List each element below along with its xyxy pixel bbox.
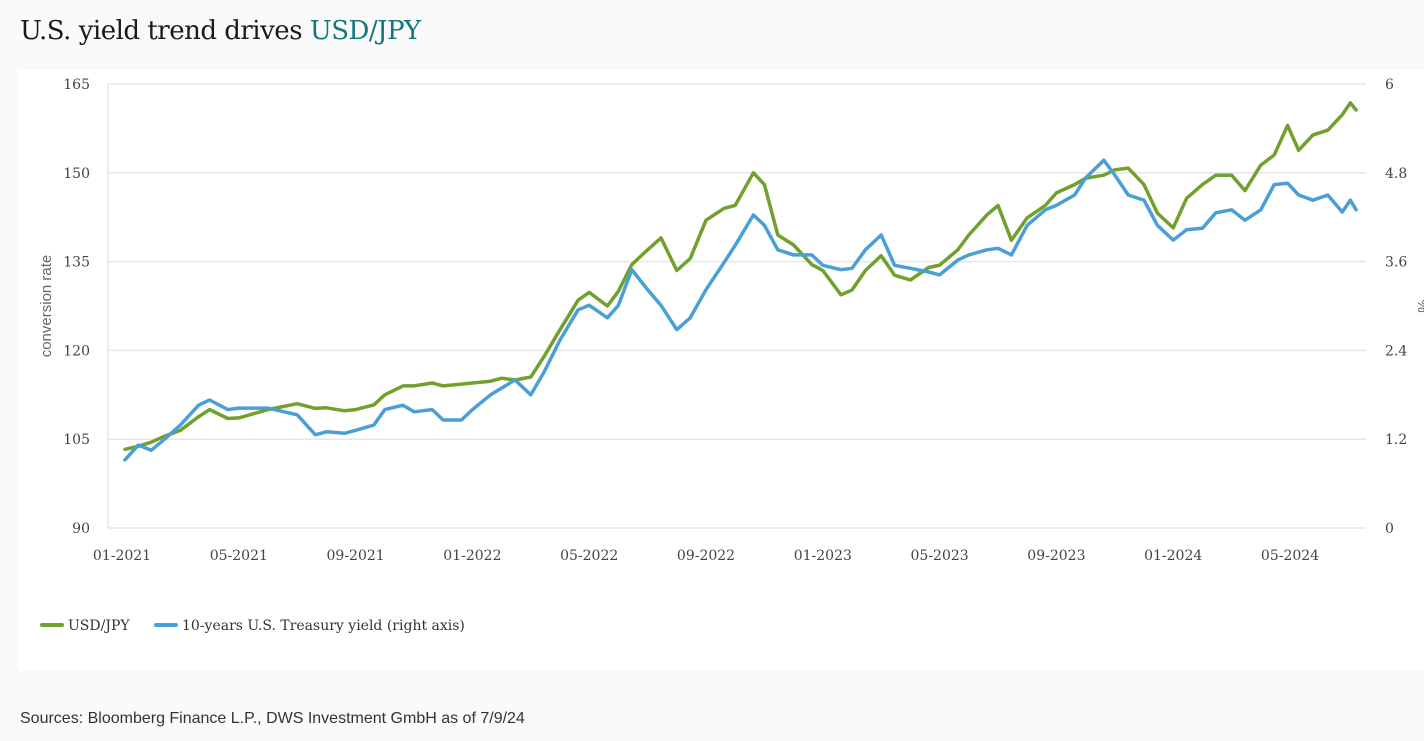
y2-tick-label: 2.4 [1385,343,1407,359]
chart-card [18,70,1424,670]
y-tick-label: 120 [63,343,90,359]
title-accent: USD/JPY [309,16,421,46]
x-tick-label: 05-2021 [210,548,268,564]
left-axis-title: conversion rate [38,255,55,358]
legend-item[interactable]: USD/JPY [40,618,130,634]
y2-tick-label: 1.2 [1385,432,1407,448]
x-tick-label: 09-2021 [327,548,385,564]
x-tick-label: 05-2024 [1261,548,1319,564]
x-tick-label: 01-2023 [794,548,852,564]
y2-tick-label: 4.8 [1385,166,1407,182]
x-tick-label: 09-2023 [1027,548,1085,564]
right-axis-title: % [1414,299,1424,312]
series-line-treasury-yield [123,158,1358,462]
legend: USD/JPY 10-years U.S. Treasury yield (rig… [40,618,465,634]
x-tick-label: 05-2022 [560,548,618,564]
right-axis-ticks: 0 1.2 2.4 3.6 4.8 6 [1385,77,1407,537]
y2-tick-label: 3.6 [1385,255,1407,271]
y2-tick-label: 6 [1385,77,1394,93]
x-tick-label: 01-2021 [93,548,151,564]
y-tick-label: 135 [63,255,90,271]
legend-label: USD/JPY [68,618,130,634]
y2-tick-label: 0 [1385,521,1394,537]
chart-title: U.S. yield trend drives USD/JPY [20,16,421,46]
legend-item[interactable]: 10-years U.S. Treasury yield (right axis… [154,618,465,634]
x-tick-label: 05-2023 [911,548,969,564]
x-tick-label: 09-2022 [677,548,735,564]
series-line-usdjpy [123,101,1358,452]
source-note: Sources: Bloomberg Finance L.P., DWS Inv… [20,710,525,727]
gridlines [107,83,1366,529]
x-tick-label: 01-2024 [1144,548,1202,564]
x-tick-label: 01-2022 [443,548,501,564]
legend-label: 10-years U.S. Treasury yield (right axis… [182,618,465,634]
title-main: U.S. yield trend drives [20,16,310,46]
left-axis-ticks: 90 105 120 135 150 165 [63,77,90,537]
y-tick-label: 105 [63,432,90,448]
y-tick-label: 165 [63,77,90,93]
line-chart: 90 105 120 135 150 165 0 1.2 2.4 3.6 4.8 6 01-2021… [38,77,1424,634]
y-tick-label: 90 [72,521,90,537]
x-axis-ticks: 01-2021 05-2021 09-2021 01-2022 05-2022 09-20… [93,548,1319,564]
y-tick-label: 150 [63,166,90,182]
series-lines [123,101,1358,462]
